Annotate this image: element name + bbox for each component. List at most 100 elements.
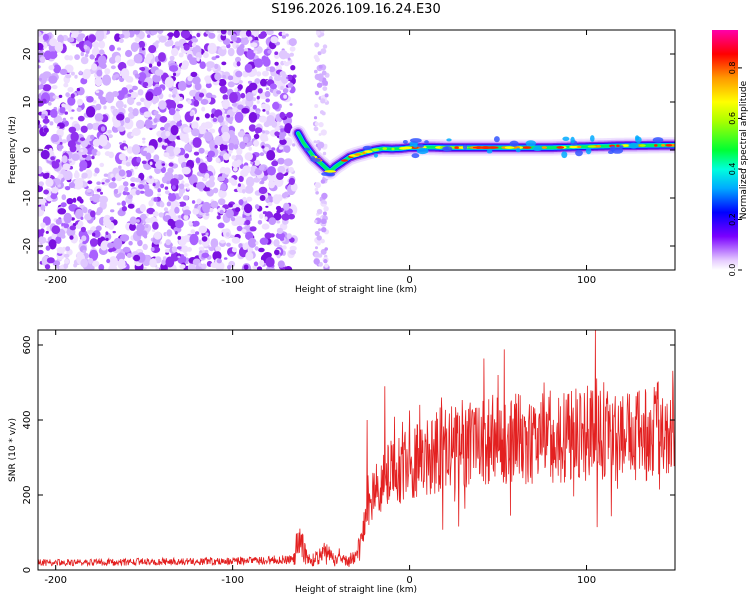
- spectrogram-noise-cell: [142, 81, 149, 87]
- spectrogram-noise-cell: [313, 116, 318, 120]
- spectrogram-noise-cell: [140, 66, 146, 72]
- spectrogram-ridge-blob: [590, 135, 595, 142]
- spectrogram-noise-cell: [187, 75, 193, 82]
- spectrogram-noise-cell: [62, 163, 71, 171]
- spectrogram-noise-cell: [274, 131, 280, 137]
- spectrogram-noise-cell: [314, 57, 320, 63]
- spectrogram-noise-cell: [240, 92, 246, 99]
- spectrogram-noise-cell: [85, 50, 90, 54]
- spectrogram-noise-cell: [80, 56, 89, 65]
- spectrogram-noise-cell: [48, 239, 57, 250]
- spectrogram-ridge-peak: [399, 147, 408, 150]
- spectrogram-noise-cell: [244, 63, 253, 73]
- spectrogram-noise-cell: [265, 205, 269, 208]
- spectrogram-noise-cell: [152, 74, 162, 83]
- spectrogram-noise-cell: [143, 150, 148, 154]
- spectrogram-noise-cell: [323, 259, 328, 264]
- spectrogram-noise-cell: [283, 202, 290, 211]
- spectrogram-ridge-peak: [486, 146, 499, 149]
- spectrogram-noise-cell: [138, 40, 146, 49]
- spectrogram-noise-cell: [201, 263, 207, 270]
- spectrogram-noise-cell: [154, 69, 164, 76]
- spectrogram-noise-cell: [264, 216, 268, 221]
- spectrogram-noise-cell: [190, 229, 196, 234]
- spectrogram-noise-cell: [150, 247, 155, 252]
- spectrogram-noise-cell: [93, 172, 98, 177]
- spectrogram-ridge-blob: [635, 136, 642, 144]
- spectrogram-noise-cell: [264, 136, 269, 142]
- spectrogram-noise-cell: [314, 252, 320, 258]
- spectrogram-noise-cell: [229, 92, 238, 104]
- snr-panel: -200 -100 0 100 0 200 400 600 Height of straig…: [8, 329, 676, 595]
- spectrogram-noise-cell: [173, 174, 179, 180]
- spectrogram-noise-cell: [164, 76, 174, 88]
- spectrogram-noise-cell: [166, 229, 173, 237]
- spectrogram-noise-cell: [246, 196, 253, 202]
- spectrogram-noise-cell: [238, 199, 244, 206]
- spectrogram-noise-cell: [105, 237, 109, 241]
- spectrogram-noise-cell: [231, 160, 240, 168]
- spectrogram-noise-cell: [205, 79, 212, 84]
- spectrogram-noise-cell: [227, 47, 235, 57]
- spectrogram-noise-cell: [217, 30, 221, 34]
- spectrogram-noise-cell: [278, 135, 285, 141]
- spectrogram-noise-cell: [108, 134, 113, 139]
- spectrogram-noise-cell: [286, 112, 293, 118]
- spectrogram-noise-cell: [266, 150, 276, 161]
- colorbar-tick-label: 0.2: [728, 213, 737, 226]
- spectrogram-noise-cell: [284, 123, 293, 134]
- spectrogram-noise-cell: [135, 119, 145, 129]
- spectrogram-noise-cell: [96, 188, 102, 192]
- spectrogram-noise-cell: [122, 190, 128, 196]
- spectrogram-noise-cell: [144, 188, 154, 197]
- spectrogram-noise-cell: [110, 173, 114, 178]
- spectrogram-noise-cell: [228, 150, 233, 154]
- spectrogram-noise-cell: [63, 82, 69, 88]
- spectrogram-noise-cell: [238, 243, 243, 249]
- spectrogram-ridge-blob: [525, 140, 537, 147]
- spectrogram-noise-cell: [164, 171, 174, 181]
- spectrogram-ridge-blob: [413, 144, 418, 148]
- spectrogram-noise-cell: [69, 225, 77, 231]
- spectrogram-noise-cell: [53, 64, 62, 74]
- spectrogram-noise-cell: [314, 42, 320, 48]
- spectrogram-noise-cell: [45, 245, 51, 251]
- spectrogram-noise-cell: [165, 256, 175, 268]
- spectrogram-noise-cell: [201, 236, 208, 242]
- spectrogram-noise-cell: [220, 183, 227, 191]
- spectrogram-noise-cell: [265, 115, 276, 126]
- spectrogram-noise-cell: [121, 206, 127, 212]
- spectrogram-noise-cell: [42, 71, 52, 79]
- spectrogram-noise-cell: [134, 37, 140, 43]
- spectrogram-noise-cell: [289, 46, 296, 52]
- spectrogram-noise-cell: [73, 171, 80, 179]
- spectrogram-noise-cell: [265, 198, 270, 203]
- spectrogram-y-tick-label: 0: [22, 147, 33, 153]
- spectrogram-noise-cell: [245, 92, 254, 102]
- spectrogram-noise-cell: [214, 135, 224, 146]
- spectrogram-noise-cell: [58, 94, 63, 98]
- spectrogram-noise-cell: [323, 143, 328, 148]
- spectrogram-noise-cell: [137, 239, 143, 247]
- spectrogram-noise-cell: [131, 85, 138, 91]
- spectrogram-noise-cell: [205, 213, 210, 216]
- spectrogram-noise-cell: [253, 177, 261, 183]
- spectrogram-noise-cell: [59, 141, 63, 146]
- spectrogram-noise-cell: [38, 197, 46, 205]
- spectrogram-ridge-blob: [486, 149, 493, 154]
- spectrogram-noise-cell: [252, 104, 257, 110]
- spectrogram-noise-cell: [320, 179, 326, 184]
- spectrogram-noise-cell: [319, 110, 325, 115]
- spectrogram-ridge-blob: [410, 138, 422, 143]
- spectrogram-noise-cell: [227, 75, 234, 81]
- spectrogram-noise-cell: [89, 249, 99, 261]
- spectrogram-noise-cell: [63, 170, 73, 181]
- spectrogram-noise-cell: [94, 89, 104, 97]
- spectrogram-noise-cell: [95, 225, 102, 232]
- spectrogram-noise-cell: [106, 258, 111, 264]
- spectrogram-noise-cell: [216, 258, 222, 264]
- spectrogram-noise-cell: [136, 101, 142, 106]
- spectrogram-ridge-blob: [532, 146, 543, 152]
- spectrogram-noise-cell: [241, 229, 247, 233]
- spectrogram-noise-cell: [321, 200, 325, 204]
